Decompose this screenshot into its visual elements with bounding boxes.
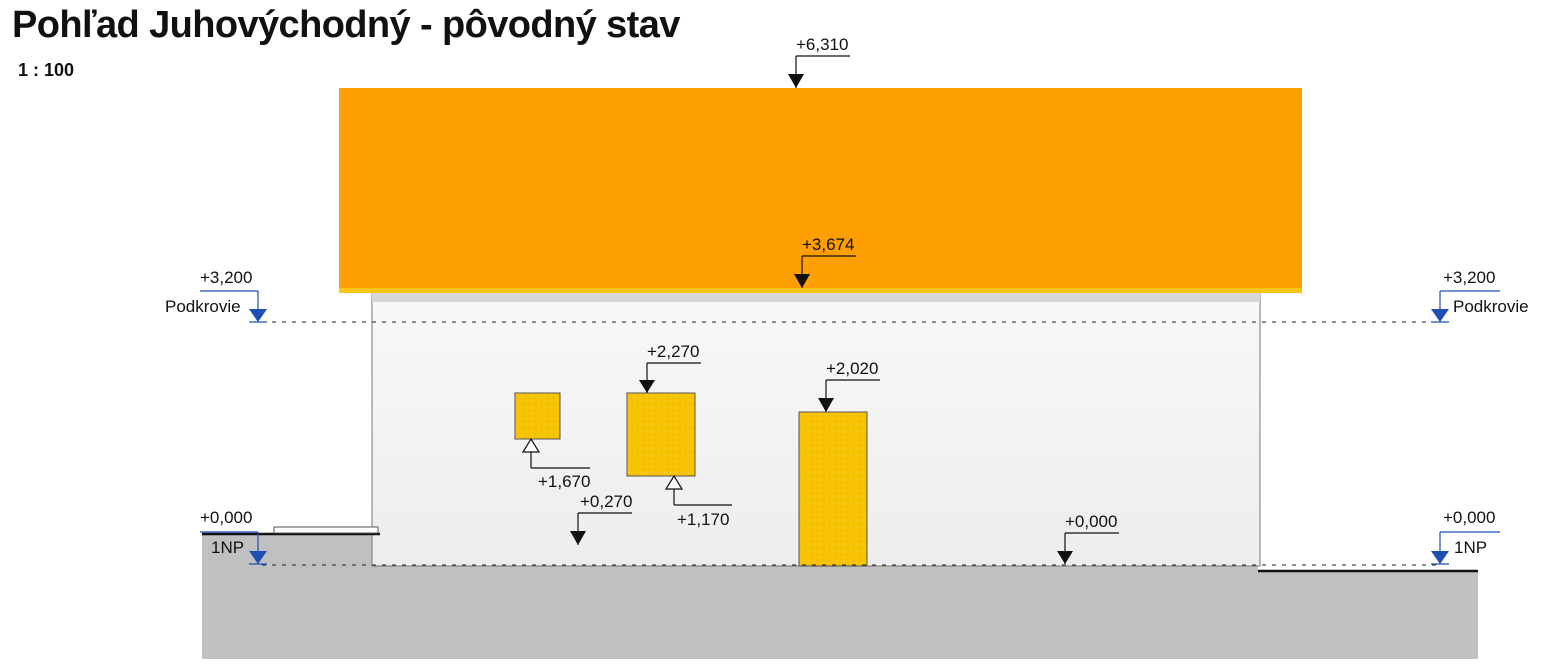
level-value-door-top: +2,020 xyxy=(826,359,878,378)
window-large xyxy=(626,392,696,477)
drawing-title: Pohľad Juhovýchodný - pôvodný stav xyxy=(12,4,680,46)
level-mark-window1-bottom: +1,670 xyxy=(521,437,590,491)
level-mark-terrace: +0,270 xyxy=(570,492,632,545)
level-value-1np-left: +0,000 xyxy=(200,508,252,527)
level-value-window2-bottom: +1,170 xyxy=(677,510,729,529)
terrace-step xyxy=(273,526,379,534)
window-small xyxy=(514,392,561,440)
soffit-band xyxy=(372,292,1260,302)
level-value-window1-bottom: +1,670 xyxy=(538,472,590,491)
drawing-scale: 1 : 100 xyxy=(18,60,75,80)
level-value-window2-top: +2,270 xyxy=(647,342,699,361)
level-value-terrace: +0,270 xyxy=(580,492,632,511)
level-mark-1np-right: +0,000 1NP xyxy=(1431,508,1500,565)
level-name-1np-left: 1NP xyxy=(211,538,244,557)
level-name-podkrovie-left: Podkrovie xyxy=(165,297,241,316)
level-mark-1np-left: +0,000 1NP xyxy=(200,508,267,565)
level-mark-podkrovie-right: +3,200 Podkrovie xyxy=(1431,268,1529,323)
roof xyxy=(339,88,1302,292)
roof-eave-edge xyxy=(339,288,1302,293)
level-value-top-ridge: +6,310 xyxy=(796,35,848,54)
level-mark-top-ridge: +6,310 xyxy=(788,35,850,88)
level-mark-eave: +3,674 xyxy=(794,235,856,288)
level-name-1np-right: 1NP xyxy=(1454,538,1487,557)
level-mark-door-top: +2,020 xyxy=(818,359,880,412)
level-mark-window2-top: +2,270 xyxy=(639,342,701,393)
level-value-floor-mid: +0,000 xyxy=(1065,512,1117,531)
level-name-podkrovie-right: Podkrovie xyxy=(1453,297,1529,316)
door xyxy=(798,411,868,567)
level-value-eave: +3,674 xyxy=(802,235,854,254)
level-mark-podkrovie-left: +3,200 Podkrovie xyxy=(165,268,267,323)
level-mark-window2-bottom: +1,170 xyxy=(664,474,732,529)
level-mark-floor-mid: +0,000 xyxy=(1057,512,1119,564)
level-value-podkrovie-left: +3,200 xyxy=(200,268,252,287)
level-value-1np-right: +0,000 xyxy=(1443,508,1495,527)
level-value-podkrovie-right: +3,200 xyxy=(1443,268,1495,287)
